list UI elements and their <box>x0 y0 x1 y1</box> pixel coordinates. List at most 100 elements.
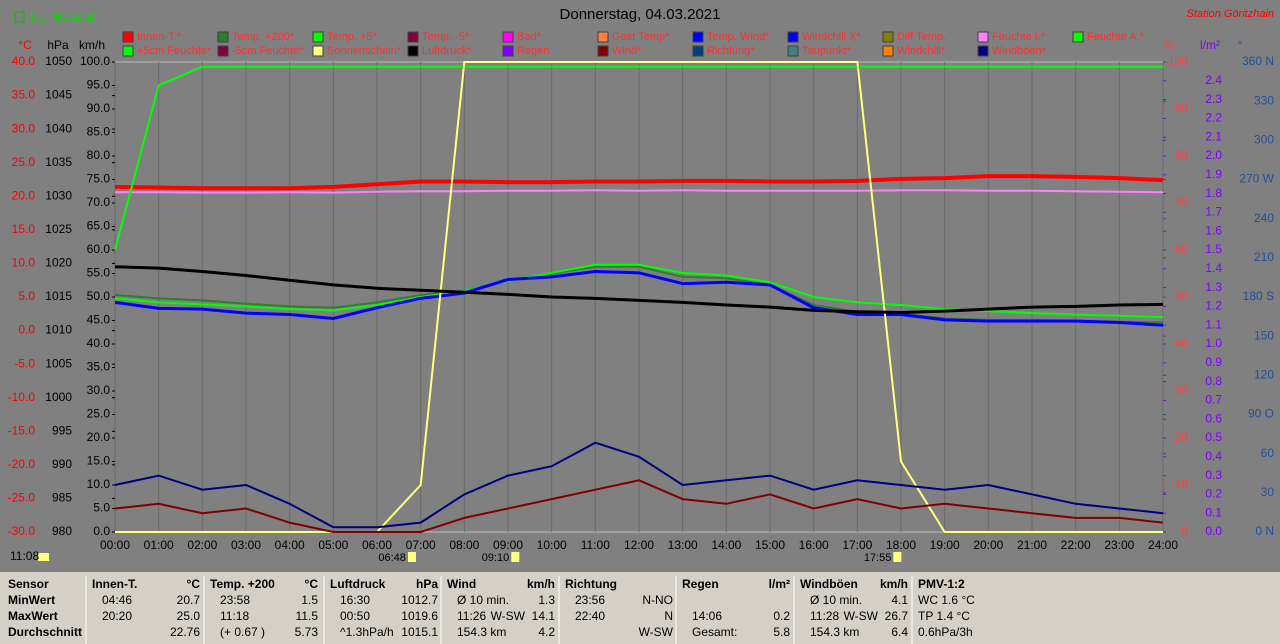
marker-icon <box>893 552 902 562</box>
legend-label: Bad* <box>517 31 542 43</box>
y-tick-label: 40.0 <box>87 336 111 350</box>
table-cell: 1019.6 <box>401 609 438 623</box>
legend-label: Temp. -5* <box>422 31 470 43</box>
y-tick-label: 270 W <box>1239 172 1274 186</box>
y-tick-label: 0 <box>1181 524 1188 538</box>
x-tick-label: 15:00 <box>755 538 785 552</box>
y-tick-label: 80 <box>1175 148 1189 162</box>
y-tick-label: 50.0 <box>87 289 111 303</box>
y-tick-label: 100.0 <box>80 54 110 68</box>
table-header: Temp. +200 <box>210 577 275 591</box>
y-tick-label: 1.9 <box>1205 167 1222 181</box>
table-cell: 00:50 <box>340 609 370 623</box>
table-cell: 11.5 <box>296 609 319 623</box>
y-tick-label: 1.0 <box>1205 336 1222 350</box>
legend-swatch <box>977 31 989 43</box>
table-cell: 4.2 <box>538 625 555 639</box>
table-header: Regen <box>682 577 719 591</box>
y-tick-label: 0.5 <box>1205 430 1222 444</box>
series-line <box>114 263 1164 319</box>
y-tick-label: 20 <box>1175 430 1189 444</box>
axis-unit: hPa <box>47 38 69 52</box>
y-tick-label: 95.0 <box>87 78 111 92</box>
y-tick-label: 30 <box>1261 485 1275 499</box>
table-cell: 5.73 <box>295 625 319 639</box>
table-cell: 22.76 <box>170 625 200 639</box>
legend-label: Temp. Wind* <box>707 31 770 43</box>
x-tick-label: 16:00 <box>799 538 829 552</box>
y-tick-label: 30.0 <box>87 383 111 397</box>
legend-swatch <box>787 45 799 57</box>
table-cell: WC 1.6 °C <box>918 593 975 607</box>
y-tick-label: 25.0 <box>87 407 111 421</box>
y-tick-label: 0.3 <box>1205 468 1222 482</box>
legend-label: Feuchte I.* <box>992 31 1046 43</box>
y-tick-label: 0.2 <box>1205 487 1222 501</box>
x-tick-label: 01:00 <box>144 538 174 552</box>
x-tick-label: 20:00 <box>973 538 1003 552</box>
table-cell: 22:40 <box>575 609 605 623</box>
table-cell: 154.3 km <box>457 625 506 639</box>
y-tick-label: 240 <box>1254 211 1274 225</box>
legend-swatch <box>502 31 514 43</box>
table-cell: 154.3 km <box>810 625 859 639</box>
y-tick-label: 1.2 <box>1205 299 1222 313</box>
y-tick-label: -20.0 <box>8 457 36 471</box>
table-cell: 14.1 <box>532 609 556 623</box>
marker-icon <box>511 552 520 562</box>
y-tick-label: 5.0 <box>93 501 110 515</box>
x-tick-label: 04:00 <box>275 538 305 552</box>
table-cell: TP 1.4 °C <box>918 609 970 623</box>
table-cell: 6.4 <box>891 625 908 639</box>
x-tick-label: 21:00 <box>1017 538 1047 552</box>
x-tick-label: 11:00 <box>581 538 610 552</box>
y-tick-label: 995 <box>52 423 72 437</box>
y-tick-label: 15.0 <box>12 222 36 236</box>
marker-label: 09:10 <box>482 552 510 564</box>
legend-swatch <box>692 31 704 43</box>
table-cell: Gesamt: <box>692 625 737 639</box>
y-tick-label: 2.3 <box>1205 92 1222 106</box>
table-cell: 0.6hPa/3h <box>918 625 973 639</box>
x-tick-label: 13:00 <box>668 538 698 552</box>
y-tick-label: 330 <box>1254 93 1274 107</box>
row-label: Durchschnitt <box>8 625 82 639</box>
table-unit: km/h <box>880 577 908 591</box>
table-cell: 23:56 <box>575 593 605 607</box>
y-tick-label: 0.0 <box>1205 524 1222 538</box>
legend-label: Gast Temp* <box>612 31 670 43</box>
y-tick-label: 990 <box>52 457 72 471</box>
y-tick-label: 1045 <box>45 88 72 102</box>
table-cell: 0.2 <box>773 609 790 623</box>
table-cell: 16:30 <box>340 593 370 607</box>
current-time: 11:08 <box>10 549 39 563</box>
table-cell: 1012.7 <box>401 593 438 607</box>
y-tick-label: 1010 <box>45 323 72 337</box>
y-tick-label: 1.5 <box>1205 242 1222 256</box>
series-line <box>114 479 1164 533</box>
y-tick-label: 1.3 <box>1205 280 1222 294</box>
x-tick-label: 02:00 <box>187 538 217 552</box>
table-cell: Ø 10 min. <box>457 593 509 607</box>
row-label: MaxWert <box>8 609 58 623</box>
table-cell: W-SW <box>639 625 674 639</box>
chart-title: Donnerstag, 04.03.2021 <box>560 6 721 23</box>
row-label: MinWert <box>8 593 55 607</box>
series-line <box>114 174 1164 191</box>
y-tick-label: 0.8 <box>1205 374 1222 388</box>
axis-unit: km/h <box>79 38 105 52</box>
x-tick-label: 00:00 <box>100 538 130 552</box>
table-cell: 11:26 <box>457 609 486 623</box>
table-cell: N <box>664 609 673 623</box>
y-tick-label: 70.0 <box>87 195 111 209</box>
series-line <box>114 441 1164 529</box>
table-header: Windböen <box>800 577 858 591</box>
legend-swatch <box>692 45 704 57</box>
legend-swatch <box>217 45 229 57</box>
y-tick-label: 150 <box>1254 328 1274 342</box>
legend-label: Feuchte A.* <box>1087 31 1145 43</box>
y-tick-label: 1030 <box>45 188 72 202</box>
x-tick-label: 09:00 <box>493 538 523 552</box>
legend-label: Wind* <box>612 45 642 57</box>
